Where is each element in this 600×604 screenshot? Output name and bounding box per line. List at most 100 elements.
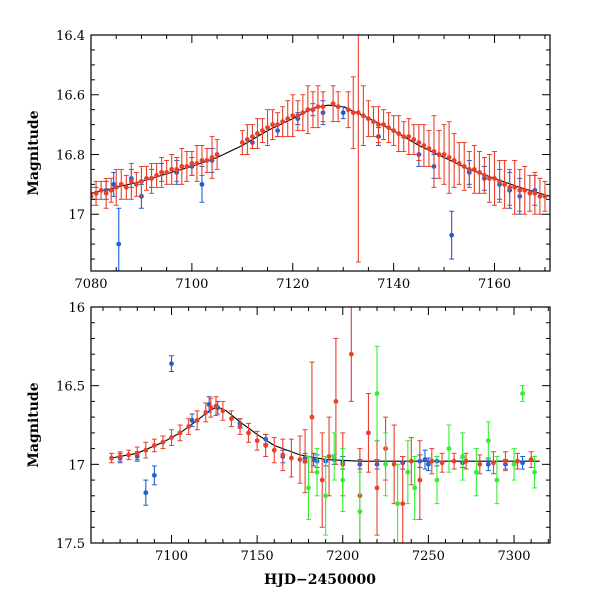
x-tick-label: 7140: [377, 277, 410, 292]
y-tick-label: 16.5: [56, 380, 85, 395]
data-point: [280, 119, 286, 125]
data-point: [441, 152, 447, 157]
data-point: [194, 161, 200, 166]
data-point: [164, 170, 170, 175]
data-point: [310, 107, 316, 113]
data-point: [405, 469, 411, 475]
data-point: [295, 113, 301, 119]
data-point: [471, 167, 477, 172]
data-point: [391, 128, 397, 133]
data-point: [151, 443, 157, 448]
x-tick-label: 7150: [241, 549, 274, 564]
data-point: [371, 119, 376, 125]
data-point: [302, 458, 308, 464]
data-point: [275, 122, 281, 128]
data-point: [434, 477, 440, 483]
data-point: [220, 408, 226, 414]
data-point: [416, 140, 422, 145]
data-point: [300, 110, 306, 116]
data-point: [239, 140, 245, 145]
data-point: [133, 181, 139, 187]
data-point: [446, 446, 452, 451]
data-point: [285, 116, 291, 122]
bottom-series-red-observatory: [109, 307, 534, 543]
data-point: [174, 167, 180, 172]
data-point: [118, 181, 124, 187]
x-tick-label: 7200: [326, 549, 359, 564]
data-point: [497, 178, 502, 184]
bottom-x-axis-label: HJD−2450000: [264, 572, 376, 588]
y-tick-label: 17.5: [56, 537, 85, 552]
data-point: [381, 122, 386, 128]
data-point: [331, 454, 337, 459]
bottom-y-axis-label: Magnitude: [26, 382, 42, 467]
data-point: [280, 452, 286, 458]
data-point: [214, 152, 220, 157]
data-point: [151, 472, 157, 478]
data-point: [309, 414, 315, 420]
data-point: [320, 104, 326, 110]
data-point: [401, 134, 407, 139]
data-point: [532, 469, 537, 475]
data-point: [491, 460, 496, 466]
data-point: [406, 134, 412, 139]
data-point: [314, 469, 320, 475]
data-point: [123, 184, 129, 190]
data-point: [93, 190, 99, 196]
data-point: [250, 134, 255, 139]
data-point: [113, 184, 119, 190]
data-point: [532, 190, 538, 196]
data-point: [436, 152, 442, 157]
data-point: [333, 399, 339, 404]
data-point: [383, 461, 388, 467]
top-ticks: 7080 7100 7120 7140 7160 16.4 16.6 16.8 17: [56, 29, 550, 292]
data-point: [446, 155, 452, 160]
data-point: [520, 391, 525, 396]
bottom-model-curve: [111, 406, 540, 462]
data-point: [186, 424, 192, 429]
data-point: [366, 116, 371, 122]
data-point: [340, 477, 346, 483]
data-point: [213, 403, 219, 409]
data-point: [451, 158, 457, 163]
data-point: [466, 167, 472, 172]
data-point: [139, 178, 144, 184]
y-tick-label: 16.4: [56, 29, 85, 44]
x-tick-label: 7160: [478, 277, 511, 292]
x-tick-label: 7100: [155, 549, 188, 564]
x-tick-label: 7250: [412, 549, 445, 564]
bottom-series-green-observatory: [306, 345, 538, 543]
data-point: [189, 161, 195, 166]
data-point: [209, 155, 215, 160]
data-point: [271, 447, 277, 453]
data-point: [169, 361, 174, 367]
data-point: [265, 125, 270, 131]
data-point: [421, 143, 427, 148]
data-point: [527, 190, 533, 196]
data-point: [391, 461, 397, 467]
y-tick-label: 16: [68, 301, 85, 316]
data-point: [254, 438, 260, 444]
data-point: [417, 477, 423, 483]
data-point: [476, 170, 482, 175]
data-point: [184, 164, 190, 169]
data-point: [395, 501, 400, 507]
data-point: [396, 131, 402, 136]
x-tick-label: 7300: [497, 549, 530, 564]
data-point: [357, 509, 363, 514]
data-point: [340, 110, 346, 116]
data-point: [203, 410, 209, 415]
bottom-plot-frame: [90, 306, 551, 544]
data-point: [348, 351, 354, 357]
data-point: [204, 158, 210, 163]
data-point: [522, 187, 528, 193]
data-point: [461, 164, 467, 169]
data-point: [288, 455, 294, 461]
data-point: [319, 477, 325, 483]
data-point: [408, 458, 414, 464]
data-point: [270, 122, 275, 128]
data-point: [429, 458, 435, 464]
data-point: [159, 170, 165, 175]
data-point: [237, 424, 243, 429]
